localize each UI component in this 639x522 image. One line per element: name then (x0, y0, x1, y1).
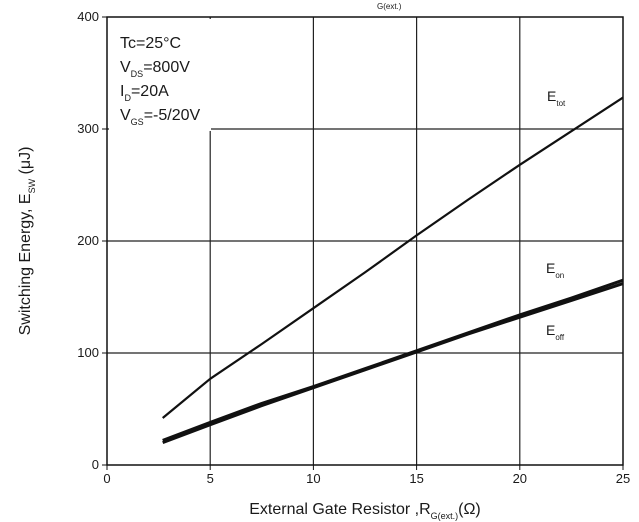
series-lines (161, 96, 624, 445)
series-labels: Etot Eon Eoff (546, 88, 566, 342)
condition-line: Tc=25°C (120, 35, 181, 52)
condition-line: VDS=800V (120, 59, 190, 79)
series-label: Etot (547, 88, 566, 108)
top-title-fragment: G(ext.) (377, 2, 402, 11)
x-tick-label: 15 (409, 471, 423, 486)
y-axis-ticks: 0 100 200 300 400 (77, 9, 107, 472)
y-axis-label: Switching Energy, ESW (μJ) (17, 147, 37, 336)
y-tick-label: 300 (77, 121, 99, 136)
x-tick-label: 20 (513, 471, 527, 486)
x-tick-label: 0 (103, 471, 110, 486)
test-conditions: Tc=25°C VDS=800V ID=20A VGS=-5/20V (120, 35, 201, 127)
series-label: Eon (546, 260, 564, 280)
condition-line: VGS=-5/20V (120, 107, 201, 127)
x-axis-ticks: 0 5 10 15 20 25 (103, 465, 630, 486)
conditions-box-background (109, 19, 211, 131)
x-tick-label: 25 (616, 471, 630, 486)
y-tick-label: 200 (77, 233, 99, 248)
y-tick-label: 100 (77, 345, 99, 360)
series-line-etot (161, 96, 624, 419)
x-axis-label: External Gate Resistor ,RG(ext.)(Ω) (249, 501, 481, 521)
y-tick-label: 0 (92, 457, 99, 472)
y-tick-label: 400 (77, 9, 99, 24)
series-line-eoff (162, 282, 624, 445)
x-tick-label: 10 (306, 471, 320, 486)
x-tick-label: 5 (207, 471, 214, 486)
condition-line: ID=20A (120, 83, 169, 103)
series-label: Eoff (546, 322, 565, 342)
